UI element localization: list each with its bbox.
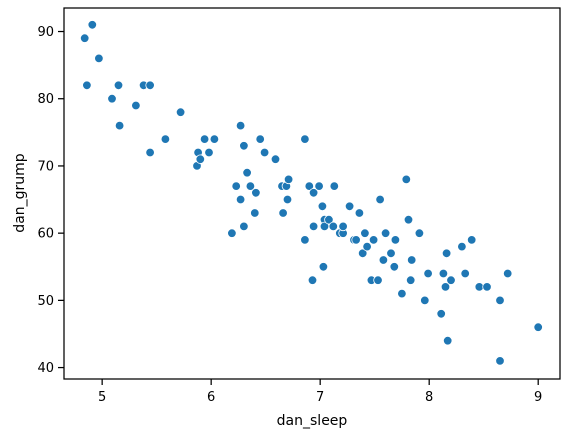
data-point — [317, 201, 328, 212]
data-point — [113, 80, 124, 91]
data-point — [495, 356, 505, 366]
data-point — [457, 241, 467, 252]
data-point — [251, 188, 261, 198]
data-point — [368, 235, 379, 245]
data-point — [329, 181, 340, 191]
y-axis-title: dan_grump — [12, 153, 28, 232]
data-point — [375, 194, 385, 205]
data-point — [482, 282, 492, 292]
data-point — [94, 53, 104, 64]
x-tick-label: 9 — [534, 390, 542, 405]
data-point — [390, 235, 401, 245]
data-point — [300, 134, 310, 144]
data-point — [199, 134, 210, 144]
data-point — [407, 255, 417, 265]
data-point — [438, 268, 449, 279]
data-point — [259, 147, 270, 158]
x-axis-ticks: 5 6 7 8 9 — [98, 379, 542, 405]
data-point — [440, 282, 451, 292]
data-point — [304, 181, 315, 191]
data-point — [318, 262, 329, 272]
data-point — [328, 221, 339, 232]
data-point — [380, 228, 391, 238]
data-point — [250, 208, 260, 218]
data-point — [87, 20, 98, 30]
data-point — [235, 120, 246, 131]
data-point — [82, 80, 92, 91]
data-point — [239, 221, 249, 232]
data-point — [446, 275, 456, 285]
data-point — [362, 241, 372, 252]
data-point — [441, 248, 452, 259]
data-point — [338, 221, 348, 232]
data-point — [314, 181, 324, 191]
data-point — [107, 93, 117, 104]
data-point — [204, 147, 214, 158]
data-point — [300, 235, 310, 245]
data-point — [283, 174, 294, 185]
plot-frame — [63, 7, 561, 380]
x-tick-label: 6 — [207, 390, 215, 405]
data-point — [344, 201, 355, 212]
data-point — [209, 134, 220, 144]
y-tick-label: 40 — [37, 361, 54, 376]
data-point — [389, 262, 400, 272]
data-point — [195, 154, 206, 164]
data-point — [397, 288, 407, 299]
data-point — [308, 221, 319, 232]
data-point — [270, 154, 281, 164]
data-point — [114, 120, 125, 131]
data-point — [503, 268, 513, 279]
data-point — [231, 181, 241, 191]
data-point — [145, 80, 155, 91]
data-point — [145, 147, 155, 158]
data-point — [467, 235, 477, 245]
data-point — [235, 194, 246, 205]
x-tick-label: 7 — [316, 390, 324, 405]
data-point — [354, 208, 365, 218]
data-point — [79, 33, 90, 43]
data-point — [131, 100, 141, 111]
data-point — [160, 134, 171, 144]
y-tick-label: 60 — [37, 227, 54, 242]
data-point — [307, 275, 318, 285]
data-point — [282, 194, 293, 205]
data-point — [436, 309, 446, 319]
data-point — [460, 268, 470, 279]
data-point — [239, 141, 249, 151]
data-point — [360, 228, 370, 238]
data-point — [401, 174, 412, 185]
data-point — [278, 208, 288, 218]
y-axis-ticks: 40 50 60 70 80 90 — [37, 25, 64, 376]
data-point — [242, 167, 252, 178]
data-point — [255, 134, 265, 144]
data-point — [414, 228, 425, 238]
x-axis-title: dan_sleep — [277, 413, 348, 429]
data-point — [406, 275, 416, 285]
data-point — [373, 275, 383, 285]
data-point — [495, 295, 505, 306]
data-point — [423, 268, 433, 279]
data-point — [533, 322, 543, 332]
data-point — [245, 181, 256, 191]
data-point — [386, 248, 396, 259]
x-tick-label: 5 — [98, 390, 106, 405]
data-point — [308, 188, 319, 198]
data-point — [324, 214, 334, 225]
data-point — [420, 295, 430, 306]
x-tick-label: 8 — [425, 390, 433, 405]
y-tick-label: 50 — [37, 294, 54, 309]
data-point — [378, 255, 389, 265]
y-tick-label: 80 — [37, 92, 54, 107]
data-point — [403, 214, 414, 225]
y-tick-label: 90 — [37, 25, 54, 40]
points-layer — [79, 20, 543, 366]
data-point — [351, 235, 361, 245]
data-point — [358, 248, 368, 259]
data-point — [227, 228, 237, 238]
data-point — [443, 336, 453, 346]
data-point — [175, 107, 186, 117]
y-tick-label: 70 — [37, 159, 54, 174]
